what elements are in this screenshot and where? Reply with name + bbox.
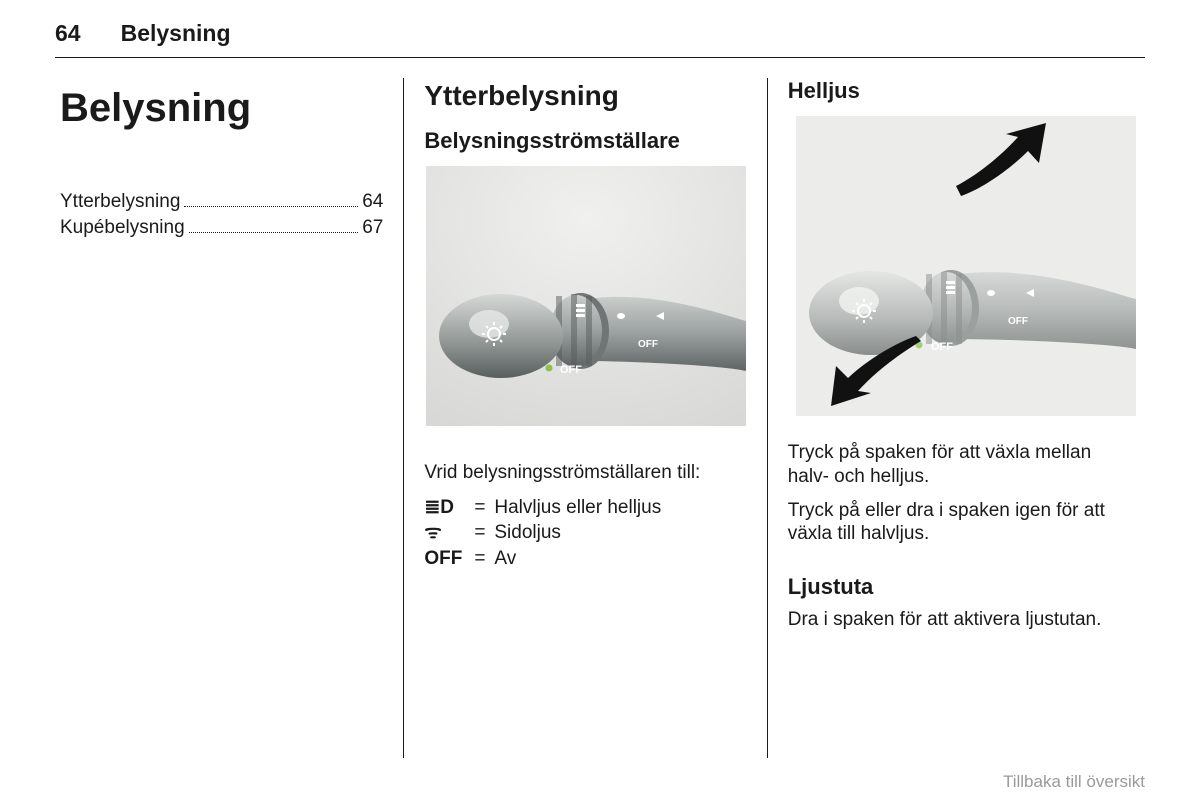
- page-number: 64: [55, 20, 81, 47]
- toc-page: 64: [362, 191, 383, 213]
- legend-symbol: ᯤ: [424, 520, 474, 546]
- legend-symbol: ≣D: [424, 495, 474, 521]
- header-rule: [55, 57, 1145, 58]
- column-toc: Belysning Ytterbelysning 64 Kupébelysnin…: [55, 78, 403, 758]
- back-to-overview-link[interactable]: Tillbaka till översikt: [1003, 772, 1145, 792]
- toc-label: Kupébelysning: [60, 217, 185, 239]
- page-header: 64 Belysning: [55, 20, 1145, 47]
- toc-row: Kupébelysning 67: [60, 217, 383, 239]
- three-column-layout: Belysning Ytterbelysning 64 Kupébelysnin…: [55, 78, 1145, 758]
- column-high-beam: Helljus: [767, 78, 1145, 758]
- h3-switch: Belysningsströmställare: [424, 128, 746, 154]
- legend-row: OFF = Av: [424, 546, 746, 572]
- svg-text:OFF: OFF: [638, 339, 658, 350]
- toc-row: Ytterbelysning 64: [60, 191, 383, 213]
- h2-exterior: Ytterbelysning: [424, 80, 746, 112]
- legend-eq: =: [474, 520, 494, 546]
- toc-dots: [189, 232, 359, 233]
- section-label: Belysning: [121, 20, 231, 47]
- flash-p: Dra i spaken för att aktivera ljustutan.: [788, 608, 1125, 632]
- toc-page: 67: [362, 217, 383, 239]
- legend-desc: Halvljus eller helljus: [494, 495, 746, 521]
- legend-desc: Sidoljus: [494, 520, 746, 546]
- legend-row: ᯤ = Sidoljus: [424, 520, 746, 546]
- svg-text:OFF: OFF: [1008, 316, 1028, 327]
- switch-intro: Vrid belysningsströmställaren till:: [424, 461, 746, 485]
- column-exterior-lighting: Ytterbelysning Belysningsströmställare: [403, 78, 766, 758]
- switch-legend: ≣D = Halvljus eller helljus ᯤ = Sidoljus…: [424, 495, 746, 572]
- chapter-title: Belysning: [60, 86, 383, 131]
- illustration-light-stalk: OFF OFF: [426, 166, 746, 431]
- toc-dots: [184, 206, 358, 207]
- toc-label: Ytterbelysning: [60, 191, 180, 213]
- legend-symbol: OFF: [424, 546, 474, 572]
- illustration-high-beam-lever: OFF OFF: [796, 116, 1116, 421]
- legend-row: ≣D = Halvljus eller helljus: [424, 495, 746, 521]
- high-beam-p1: Tryck på spaken för att växla mellan hal…: [788, 441, 1125, 489]
- h3-high-beam: Helljus: [788, 78, 1125, 104]
- legend-eq: =: [474, 495, 494, 521]
- svg-text:OFF: OFF: [560, 364, 582, 376]
- h3-flash: Ljustuta: [788, 574, 1125, 600]
- legend-eq: =: [474, 546, 494, 572]
- high-beam-p2: Tryck på eller dra i spaken igen för att…: [788, 499, 1125, 547]
- legend-desc: Av: [494, 546, 746, 572]
- svg-text:OFF: OFF: [931, 341, 953, 353]
